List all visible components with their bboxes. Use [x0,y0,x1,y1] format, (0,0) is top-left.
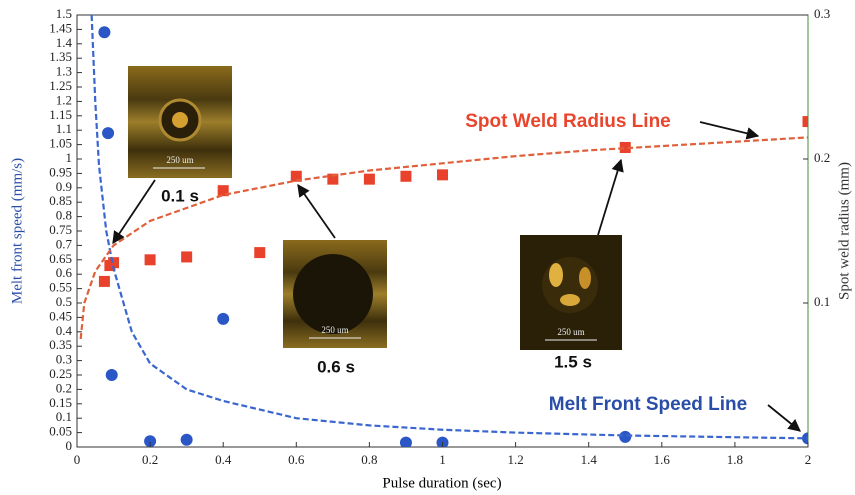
y-tick-label: 0.9 [56,179,72,194]
x-tick-label: 2 [805,452,812,467]
x-tick-label: 1.6 [654,452,671,467]
point [105,369,118,381]
point [399,436,412,447]
arrows [112,121,801,432]
x-tick-label: 1 [439,452,446,467]
point [180,433,193,446]
annotation: Spot Weld Radius Line [465,111,671,132]
y-tick-label: 0.05 [49,424,72,439]
y-tick-label: 0.8 [56,208,72,223]
y-tick-label: 0 [66,438,73,453]
x-tick-label: 0.2 [142,452,158,467]
y-tick-label: 0.95 [49,164,72,179]
y-tick-label: 1.1 [56,121,72,136]
point [181,251,193,263]
y-tick-label: 1.45 [49,20,72,35]
point [619,141,631,153]
inset-scale: 250 um [166,155,193,165]
y2-tick-label: 0.3 [814,6,830,21]
inset-scale: 250 um [321,325,348,335]
inset: 250 um 0.1 s [128,66,232,205]
y-tick-label: 1 [66,150,73,165]
inset: 250 um 1.5 s [520,235,622,371]
x-tick-label: 1.2 [507,452,523,467]
y-axis-label: Melt front speed (mm/s) [9,158,25,304]
x-tick-label: 0 [74,452,81,467]
y-tick-label: 0.6 [56,265,73,280]
y-tick-label: 0.45 [49,308,72,323]
point [144,254,156,266]
y-tick-label: 1.4 [56,35,73,50]
inset: 250 um 0.6 s [283,240,387,376]
x-tick-label: 0.4 [215,452,232,467]
plot-area [79,15,808,447]
x-tick-label: 1.4 [581,452,598,467]
point [217,185,229,197]
point [144,435,157,447]
inset-label: 0.6 s [317,357,355,376]
y-tick-label: 0.7 [56,236,73,251]
y-tick-label: 1.05 [49,136,72,151]
point [363,173,375,185]
fit-line [79,136,808,340]
y-tick-label: 0.55 [49,280,72,295]
point [98,275,110,287]
point [400,170,412,182]
y-tick-label: 0.35 [49,337,72,352]
y-tick-label: 0.65 [49,251,72,266]
y-tick-label: 0.3 [56,352,72,367]
x-tick-label: 1.8 [727,452,743,467]
inset-label: 0.1 s [161,186,199,205]
point [102,127,115,140]
y-tick-label: 0.75 [49,222,72,237]
y-tick-label: 0.2 [56,380,72,395]
y-tick-label: 1.5 [56,6,72,21]
point [217,312,230,325]
inset-label: 1.5 s [554,352,592,371]
point [98,26,111,39]
y-tick-label: 1.25 [49,78,72,93]
inset-scale: 250 um [557,327,584,337]
y2-tick-label: 0.1 [814,294,830,309]
point [802,116,808,128]
y-tick-label: 0.1 [56,409,72,424]
point [436,436,449,447]
y-tick-label: 0.15 [49,395,72,410]
y2-tick-label: 0.2 [814,150,830,165]
fit-line [90,15,808,440]
point [619,430,632,443]
y-tick-label: 0.85 [49,193,72,208]
point [437,169,448,181]
y-tick-label: 1.35 [49,49,72,64]
y-tick-label: 0.5 [56,294,72,309]
point [802,432,808,445]
y-tick-label: 1.15 [49,107,72,122]
y-tick-label: 1.2 [56,92,72,107]
point [254,247,266,259]
point [327,173,339,185]
x-tick-label: 0.6 [288,452,305,467]
point [108,257,120,269]
y2-axis-label: Spot weld radius (mm) [836,162,852,300]
y-tick-label: 0.4 [56,323,73,338]
y-tick-label: 1.3 [56,64,72,79]
point [290,170,302,182]
y-tick-label: 0.25 [49,366,72,381]
x-axis-label: Pulse duration (sec) [382,475,501,491]
x-tick-label: 0.8 [361,452,377,467]
annotation: Melt Front Speed Line [549,394,747,415]
